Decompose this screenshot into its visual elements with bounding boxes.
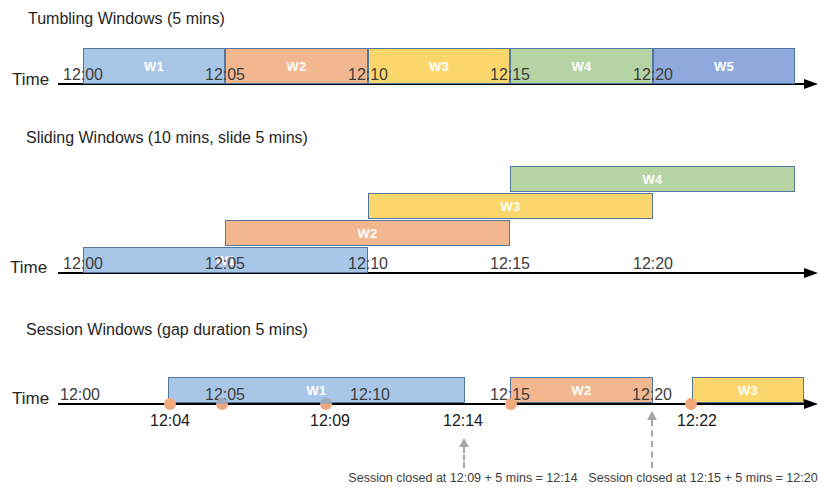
- sliding-window-w3: W3: [368, 193, 653, 219]
- tumbling-tick-label: 12:20: [633, 66, 673, 83]
- sliding-tick-label: 12:15: [490, 255, 530, 272]
- sliding-window-w4: W4: [510, 166, 795, 192]
- tumbling-timeline-arrowhead-icon: [804, 79, 818, 89]
- session-tick-label: 12:10: [350, 386, 390, 403]
- session-close-annotation: Session closed at 12:09 + 5 mins = 12:14: [348, 471, 577, 485]
- session-window-w3: W3: [692, 377, 804, 403]
- session-close-arrow-line: [651, 420, 653, 468]
- section-title-tumbling: Tumbling Windows (5 mins): [28, 10, 225, 28]
- time-axis-label-session: Time: [12, 389, 49, 409]
- time-axis-label-tumbling: Time: [12, 70, 49, 90]
- session-close-annotation: Session closed at 12:15 + 5 mins = 12:20: [588, 471, 817, 485]
- tumbling-window-w3: W3: [368, 48, 510, 84]
- sliding-tick-label: 12:20: [633, 255, 673, 272]
- session-close-arrowhead-icon: [647, 411, 657, 420]
- session-tick-label: 12:20: [632, 386, 672, 403]
- section-title-session: Session Windows (gap duration 5 mins): [26, 321, 308, 339]
- session-event-dot: [216, 398, 228, 410]
- session-event-time-label: 12:09: [310, 412, 350, 430]
- session-close-arrow-line: [463, 447, 465, 468]
- session-tick-label: 12:00: [60, 386, 100, 403]
- session-event-time-label: 12:04: [150, 412, 190, 430]
- session-close-arrowhead-icon: [459, 438, 469, 447]
- tumbling-window-w4: W4: [510, 48, 653, 84]
- tumbling-tick-label: 12:00: [63, 66, 103, 83]
- sliding-tick-label: 12:00: [63, 255, 103, 272]
- time-axis-label-sliding: Time: [10, 258, 47, 278]
- session-timeline-arrowhead-icon: [804, 399, 818, 409]
- tumbling-window-w2: W2: [225, 48, 368, 84]
- session-event-dot: [320, 398, 332, 410]
- tumbling-window-w5: W5: [653, 48, 795, 84]
- tumbling-window-w1: W1: [83, 48, 225, 84]
- session-event-time-label: 12:14: [443, 412, 483, 430]
- section-title-sliding: Sliding Windows (10 mins, slide 5 mins): [26, 129, 308, 147]
- session-event-dot: [505, 398, 517, 410]
- sliding-timeline-arrowhead-icon: [804, 268, 818, 278]
- sliding-tick-label: 12:10: [348, 255, 388, 272]
- tumbling-tick-label: 12:15: [490, 66, 530, 83]
- session-event-dot: [685, 398, 697, 410]
- sliding-window-w2: W2: [225, 220, 510, 246]
- tumbling-tick-label: 12:05: [205, 66, 245, 83]
- tumbling-tick-label: 12:10: [348, 66, 388, 83]
- session-event-time-label: 12:22: [677, 412, 717, 430]
- sliding-tick-label: 12:05: [205, 255, 245, 272]
- session-event-dot: [164, 398, 176, 410]
- windowing-diagram: Tumbling Windows (5 mins) Sliding Window…: [0, 0, 829, 498]
